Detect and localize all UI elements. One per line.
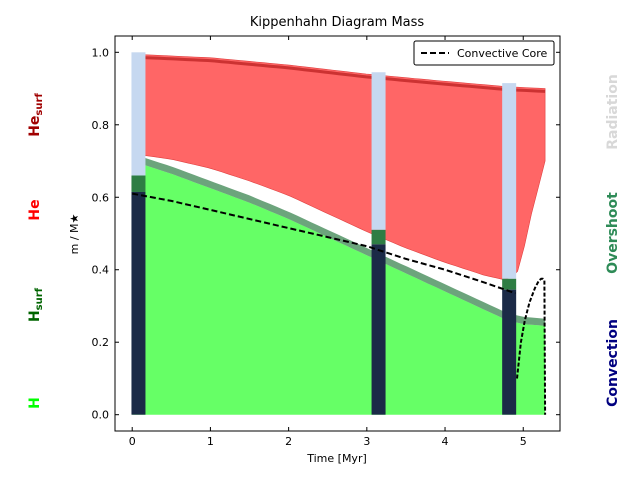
right-legend-labels: Radiation Overshoot Convection (605, 74, 621, 407)
left-label-0: Hesurf (27, 93, 45, 137)
y-tick-label: 0.6 (92, 191, 110, 204)
left-label-sub: surf (34, 287, 45, 310)
right-label-0: Radiation (605, 74, 621, 150)
x-tick-label: 4 (442, 435, 449, 448)
snapshot-radiation-2 (502, 83, 517, 279)
x-tick-label: 2 (285, 435, 292, 448)
hydrogen-region (132, 161, 546, 415)
right-label-2: Convection (605, 319, 621, 407)
y-tick-label: 0.2 (92, 336, 110, 349)
snapshot-overshoot-0 (131, 175, 146, 192)
left-label-3: H (27, 397, 43, 409)
y-tick-label: 0.8 (92, 119, 110, 132)
snapshot-radiation-1 (371, 72, 386, 230)
y-axis-label: m / M★ (68, 213, 81, 254)
x-axis-label: Time [Myr] (306, 452, 367, 465)
left-label-text: H (27, 397, 43, 409)
x-tick-label: 5 (520, 435, 527, 448)
x-tick-label: 1 (207, 435, 214, 448)
snapshot-overshoot-1 (371, 229, 386, 245)
axis-ticks: 0 1 2 3 4 5 0.0 0.2 0.4 0.6 0.8 1.0 (92, 36, 560, 448)
chart-title: Kippenhahn Diagram Mass (250, 15, 425, 30)
snapshot-overshoot-2 (502, 278, 517, 290)
convective-core-late-line (516, 277, 547, 415)
snapshot-convection-1 (371, 244, 386, 415)
left-label-sub: surf (34, 93, 45, 116)
snapshot-convection-0 (131, 191, 146, 415)
snapshot-radiation-0 (131, 52, 146, 176)
snapshot-convection-2 (502, 289, 517, 415)
legend: Convective Core (413, 40, 555, 66)
helium-surface-band (132, 55, 546, 93)
x-tick-label: 3 (363, 435, 370, 448)
y-tick-label: 0.4 (92, 264, 110, 277)
y-tick-label: 1.0 (92, 46, 110, 59)
left-label-text: He (27, 199, 43, 220)
left-label-text: He (27, 116, 43, 137)
left-label-text: H (27, 310, 43, 322)
helium-region (131, 53, 546, 281)
right-label-1: Overshoot (605, 192, 621, 274)
convective-core-line (132, 192, 516, 295)
legend-label: Convective Core (457, 47, 548, 60)
axes-frame (114, 35, 561, 432)
x-tick-label: 0 (129, 435, 136, 448)
plot-area (131, 52, 547, 415)
left-label-2: Hsurf (27, 287, 45, 322)
legend-box (413, 40, 555, 66)
left-label-1: He (27, 199, 43, 220)
y-tick-label: 0.0 (92, 409, 110, 422)
